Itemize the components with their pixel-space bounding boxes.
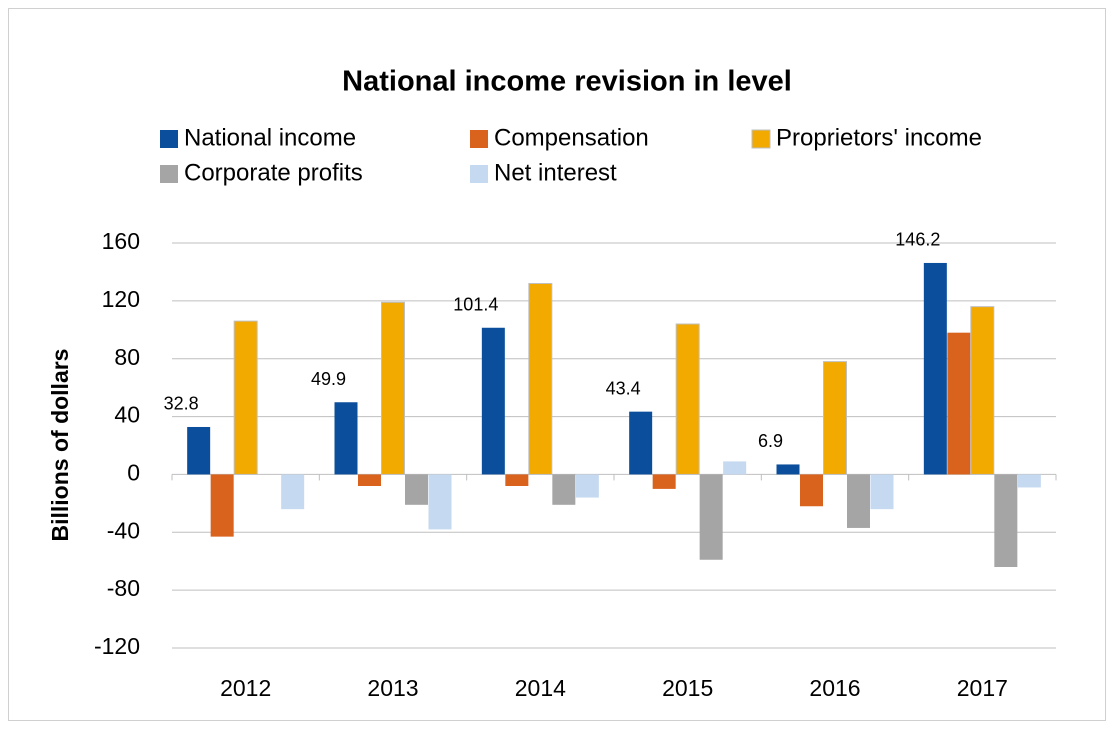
bar	[699, 474, 723, 560]
y-tick-label: 40	[114, 402, 140, 428]
y-tick-label: -80	[107, 575, 140, 601]
data-label: 101.4	[453, 295, 498, 315]
y-tick-label: -40	[107, 517, 140, 543]
legend-swatch	[160, 165, 178, 183]
bar	[281, 474, 305, 510]
x-tick-label: 2014	[515, 675, 566, 701]
legend-label: National income	[184, 124, 356, 151]
legend-swatch	[470, 165, 488, 183]
data-label: 32.8	[164, 394, 199, 414]
legend-label: Corporate profits	[184, 159, 363, 186]
x-tick-label: 2013	[367, 675, 418, 701]
x-tick-label: 2012	[220, 675, 271, 701]
bar	[947, 332, 971, 475]
bar	[528, 283, 553, 475]
bar	[970, 306, 995, 475]
bar	[233, 320, 258, 475]
bar	[358, 474, 381, 486]
bar	[870, 474, 894, 510]
bar	[552, 474, 576, 505]
data-label: 43.4	[606, 378, 641, 398]
y-tick-label: -120	[94, 633, 140, 659]
bar	[823, 361, 847, 475]
bar	[381, 301, 405, 475]
legend-swatch	[751, 129, 771, 149]
y-tick-label: 0	[127, 460, 140, 486]
bar	[187, 426, 211, 475]
bar	[847, 474, 870, 528]
bar	[1017, 474, 1041, 488]
legend-swatch	[160, 130, 178, 148]
chart-frame	[8, 8, 1106, 721]
x-tick-label: 2015	[662, 675, 713, 701]
data-label: 6.9	[758, 431, 783, 451]
bar	[800, 474, 823, 507]
legend-label: Compensation	[494, 124, 649, 151]
bar	[575, 474, 599, 498]
data-label: 146.2	[895, 230, 940, 250]
y-tick-label: 160	[102, 228, 140, 254]
x-tick-label: 2016	[809, 675, 860, 701]
y-tick-label: 120	[102, 286, 140, 312]
y-tick-label: 80	[114, 344, 140, 370]
bar	[652, 474, 676, 489]
bar	[629, 411, 653, 475]
bar	[505, 474, 529, 486]
x-tick-label: 2017	[957, 675, 1008, 701]
y-axis-title: Billions of dollars	[47, 349, 73, 542]
legend-swatch	[470, 130, 488, 148]
bar	[776, 464, 800, 475]
legend-label: Proprietors' income	[776, 124, 982, 151]
bar	[428, 474, 452, 530]
bar	[923, 262, 947, 475]
bar	[675, 323, 700, 475]
bar	[210, 474, 234, 537]
bar	[334, 402, 358, 475]
bar	[994, 474, 1018, 567]
legend-label: Net interest	[494, 159, 617, 186]
bar	[481, 327, 505, 475]
chart-title: National income revision in level	[342, 66, 792, 98]
bar	[723, 461, 747, 475]
data-label: 49.9	[311, 369, 346, 389]
bar	[405, 474, 428, 505]
